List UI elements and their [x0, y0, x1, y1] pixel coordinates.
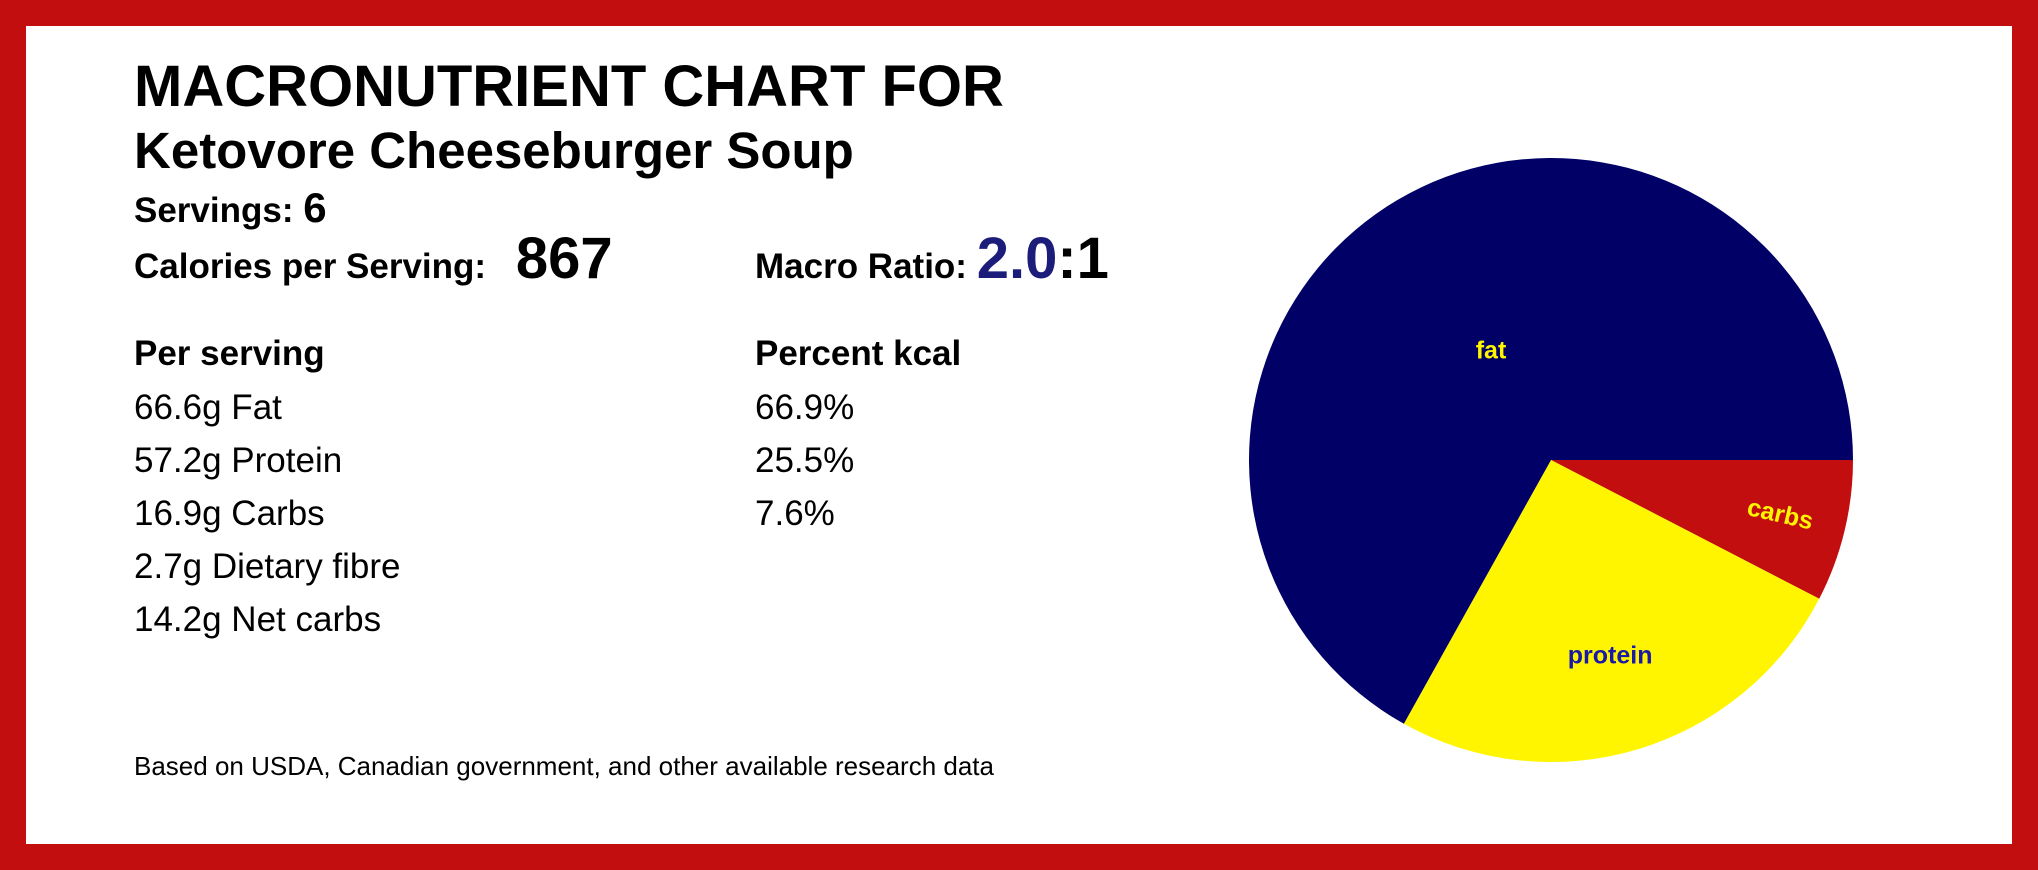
chart-title: MACRONUTRIENT CHART FOR — [134, 54, 1004, 119]
servings-value: 6 — [303, 184, 327, 231]
per-serving-carbs: 16.9g Carbs — [134, 494, 325, 533]
percent-kcal-heading: Percent kcal — [755, 334, 962, 373]
per-serving-protein: 57.2g Protein — [134, 441, 343, 480]
recipe-name: Ketovore Cheeseburger Soup — [134, 122, 854, 179]
macro-ratio-value: 2.0:1 — [977, 226, 1109, 291]
percent-kcal-fat: 66.9% — [755, 388, 855, 427]
pie-slice-fat — [1248, 158, 1853, 724]
macro-ratio-label: Macro Ratio: — [755, 247, 967, 286]
pie-slice-protein — [1403, 460, 1820, 762]
per-serving-fat: 66.6g Fat — [134, 388, 282, 427]
pie-label-fat: fat — [1476, 337, 1507, 365]
calories-line: Calories per Serving: 867 — [134, 230, 613, 288]
calories-label: Calories per Serving: — [134, 247, 487, 286]
macro-ratio-fat: 2.0 — [976, 226, 1058, 291]
macro-ratio-line: Macro Ratio: 2.0:1 — [755, 230, 1109, 288]
percent-kcal-protein: 25.5% — [755, 441, 855, 480]
servings-line: Servings: 6 — [134, 187, 327, 229]
macro-ratio-rest: :1 — [1057, 226, 1109, 291]
per-serving-net-carbs: 14.2g Net carbs — [134, 600, 382, 639]
data-source-note: Based on USDA, Canadian government, and … — [134, 751, 994, 781]
per-serving-fibre: 2.7g Dietary fibre — [134, 547, 401, 586]
pie-label-protein: protein — [1568, 641, 1653, 669]
pie-slice-carbs — [1551, 460, 1853, 599]
servings-label: Servings: — [134, 191, 294, 230]
calories-value: 867 — [515, 226, 613, 291]
per-serving-heading: Per serving — [134, 334, 325, 373]
percent-kcal-carbs: 7.6% — [755, 494, 835, 533]
